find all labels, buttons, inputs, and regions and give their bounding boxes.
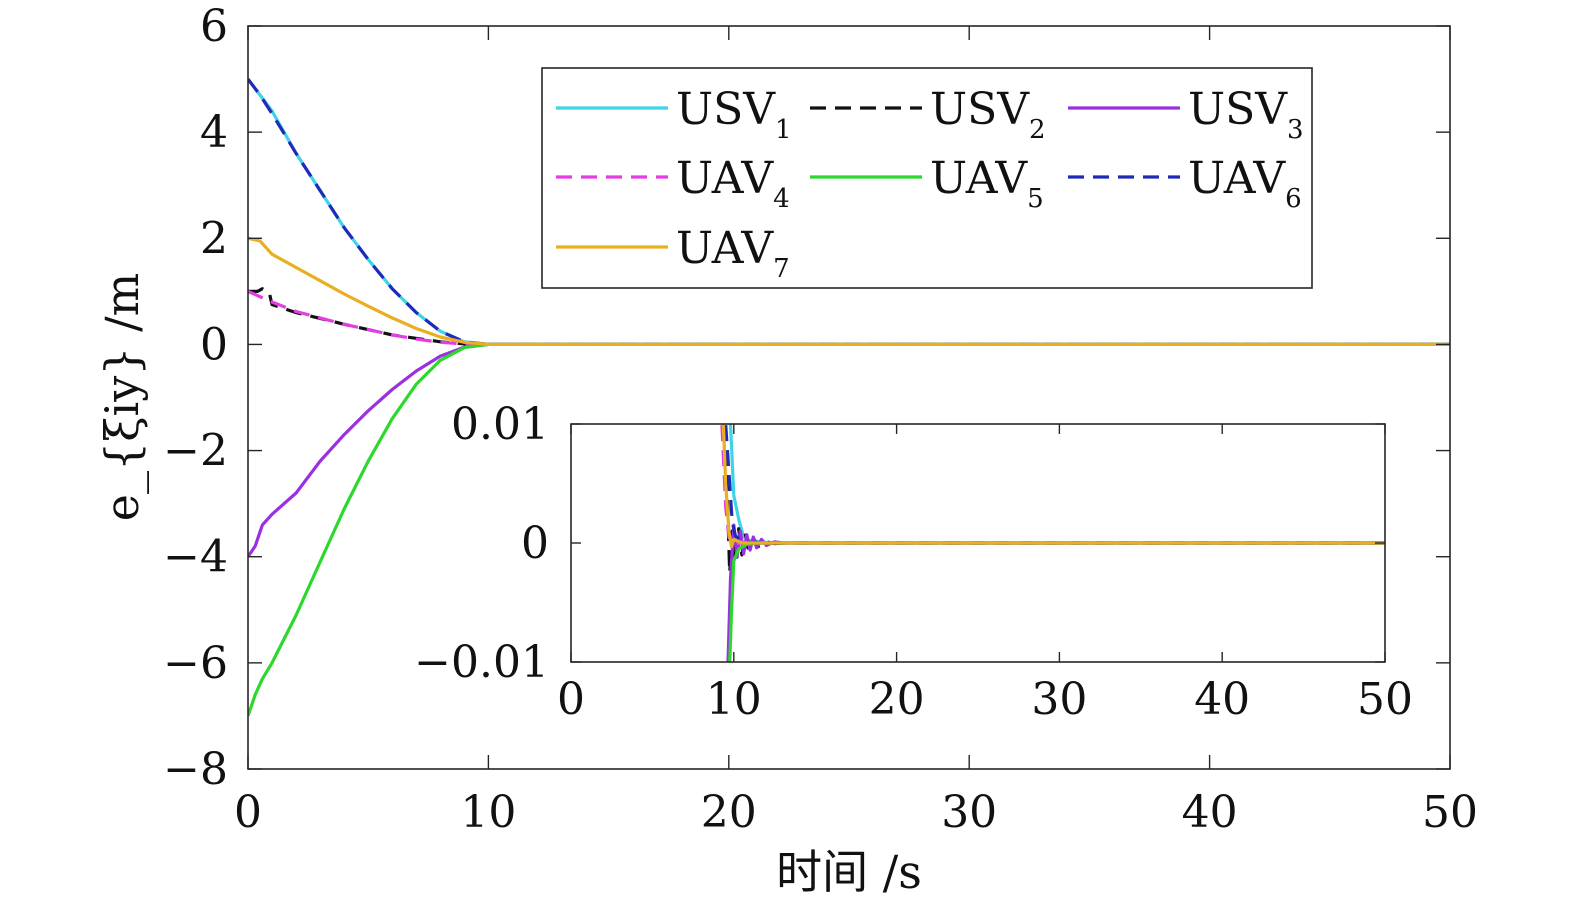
legend-label-usv-3: USV3: [1188, 84, 1304, 145]
inset-series-group: [720, 424, 1385, 662]
inset-y-tick-label: 0: [521, 518, 549, 569]
y-axis-title: e_{ξiy} /m: [95, 273, 149, 522]
legend-label-uav-4: UAV4: [676, 153, 790, 214]
legend-label-name: UAV: [930, 153, 1028, 204]
inset-x-tick-label: 20: [869, 674, 925, 725]
legend-label-subscript: 6: [1285, 184, 1302, 214]
legend-label-name: UAV: [676, 223, 774, 274]
inset-x-tick-label: 0: [557, 674, 585, 725]
main-series-line-4: [248, 289, 1450, 346]
legend-label-subscript: 5: [1027, 184, 1044, 214]
legend-label-name: USV: [676, 84, 776, 135]
inset-x-tick-label: 40: [1194, 674, 1250, 725]
legend-label-name: UAV: [1188, 153, 1286, 204]
main-series-line-7: [248, 236, 1450, 346]
inset-x-tick-label: 50: [1357, 674, 1413, 725]
x-axis-title: 时间 /s: [776, 845, 922, 899]
legend-label-uav-7: UAV7: [676, 223, 790, 284]
legend-label-usv-1: USV1: [676, 84, 792, 145]
legend-box: [541, 67, 1313, 289]
legend-label-subscript: 1: [775, 115, 792, 145]
main-x-tick-label: 20: [701, 787, 757, 838]
main-y-tick-label: 6: [200, 1, 228, 52]
legend-label-usv-2: USV2: [930, 84, 1046, 145]
main-x-tick-label: 30: [941, 787, 997, 838]
main-axes-frame: [247, 25, 1451, 770]
legend-label-subscript: 4: [773, 184, 790, 214]
main-series-group: [248, 78, 1450, 717]
inset-x-tick-label: 30: [1031, 674, 1087, 725]
inset-x-tick-label: 10: [706, 674, 762, 725]
legend-label-name: UAV: [676, 153, 774, 204]
main-y-tick-label: 2: [200, 213, 228, 264]
main-y-tick-label: −4: [163, 532, 228, 583]
legend-label-name: USV: [930, 84, 1030, 135]
main-y-tick-label: 0: [200, 319, 228, 370]
legend-label-name: USV: [1188, 84, 1288, 135]
main-x-tick-label: 40: [1182, 787, 1238, 838]
main-series-line-5: [248, 342, 1450, 717]
inset-series-line-7: [721, 424, 1385, 549]
legend-label-uav-6: UAV6: [1188, 153, 1302, 214]
main-y-tick-label: 4: [200, 107, 228, 158]
main-y-tick-label: −8: [163, 744, 228, 795]
inset-y-tick-label: −0.01: [414, 637, 549, 688]
main-series-line-2: [248, 287, 1450, 346]
inset-y-tick-label: 0.01: [451, 399, 549, 450]
legend-label-subscript: 3: [1287, 115, 1304, 145]
main-x-tick-label: 0: [234, 787, 262, 838]
main-y-tick-label: −2: [163, 426, 228, 477]
legend-label-subscript: 7: [773, 254, 790, 284]
main-y-tick-label: −6: [163, 638, 228, 689]
legend-label-subscript: 2: [1029, 115, 1046, 145]
main-x-tick-label: 10: [460, 787, 516, 838]
main-x-tick-label: 50: [1422, 787, 1478, 838]
legend-label-uav-5: UAV5: [930, 153, 1044, 214]
